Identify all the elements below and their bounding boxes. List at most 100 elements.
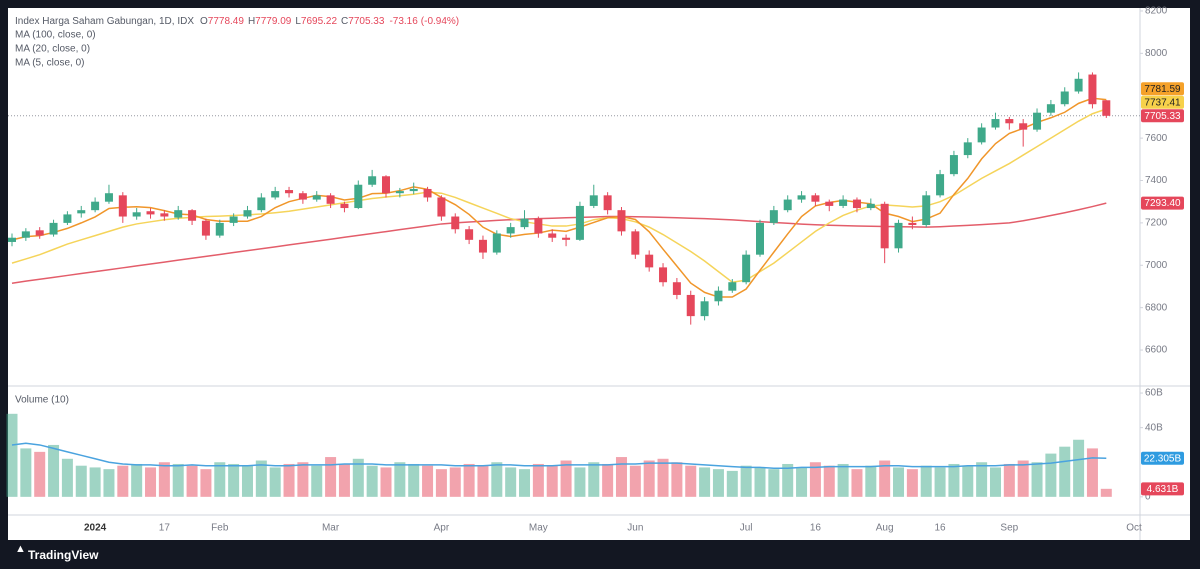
candle-body xyxy=(451,216,460,230)
candle-body xyxy=(492,233,501,253)
candle-body xyxy=(368,176,377,185)
candle-body xyxy=(880,203,889,249)
volume-bar xyxy=(131,463,143,497)
candle-body xyxy=(146,211,155,215)
volume-bar xyxy=(34,451,46,497)
volume-bar xyxy=(338,463,350,497)
volume-bar xyxy=(796,467,808,497)
candle-body xyxy=(478,239,487,253)
volume-bar xyxy=(851,469,863,497)
candle-body xyxy=(423,188,432,198)
volume-bar xyxy=(158,462,170,497)
candle-body xyxy=(104,193,113,202)
candle-body xyxy=(866,203,875,209)
volume-bar xyxy=(823,465,835,497)
logo-icon: ▲ xyxy=(15,543,26,555)
volume-bar xyxy=(297,462,309,497)
legend-entry: MA (20, close, 0) xyxy=(15,44,90,55)
price-tag xyxy=(1141,482,1184,496)
candle-body xyxy=(8,237,16,242)
volume-bar xyxy=(865,465,877,497)
volume-bar xyxy=(726,470,738,497)
candle-body xyxy=(811,195,820,202)
candle-body xyxy=(298,193,307,200)
volume-bar xyxy=(200,469,212,497)
volume-bar xyxy=(657,458,669,497)
x-tick-label: 17 xyxy=(159,523,171,534)
volume-bar xyxy=(394,462,406,497)
candle-body xyxy=(1074,78,1083,92)
price-tag xyxy=(1141,109,1184,123)
volume-bar xyxy=(671,462,683,497)
volume-bar xyxy=(699,467,711,497)
candle-body xyxy=(174,210,183,218)
volume-bar xyxy=(906,469,918,497)
chart-background xyxy=(8,8,1190,540)
x-tick-label: Jun xyxy=(627,523,643,534)
y-tick-label: 8200 xyxy=(1145,6,1168,17)
candle-body xyxy=(894,222,903,249)
volume-bar xyxy=(1086,448,1098,497)
volume-bar xyxy=(685,465,697,497)
change-percent: (-0.94%) xyxy=(421,16,459,27)
volume-bar xyxy=(117,465,129,497)
price-tag-label: 7705.33 xyxy=(1144,111,1181,122)
volume-bar xyxy=(214,462,226,497)
candle-body xyxy=(77,210,86,214)
price-tag xyxy=(1141,196,1184,210)
candle-body xyxy=(589,195,598,206)
price-tag-label: 7737.41 xyxy=(1144,97,1181,108)
x-tick-label: 16 xyxy=(810,523,822,534)
candle-body xyxy=(728,282,737,291)
ma-line xyxy=(11,202,1107,285)
volume-bar xyxy=(311,465,323,497)
volume-bar xyxy=(48,444,60,497)
candle-body xyxy=(908,222,917,226)
candle-body xyxy=(1005,119,1014,124)
candle-body xyxy=(922,195,931,226)
candle-body xyxy=(991,119,1000,128)
candle-body xyxy=(686,294,695,317)
candle-body xyxy=(520,218,529,228)
ohlc-prefix: L xyxy=(295,16,301,27)
candle-body xyxy=(534,218,543,234)
candle-body xyxy=(160,213,169,217)
y-tick-label: 7000 xyxy=(1145,260,1168,271)
candle-body xyxy=(326,195,335,204)
candle-body xyxy=(63,214,72,223)
volume-bar xyxy=(574,467,586,497)
volume-bar xyxy=(989,467,1001,497)
volume-bar xyxy=(255,460,267,497)
volume-bar xyxy=(1073,439,1085,497)
candle-body xyxy=(936,174,945,196)
candle-body xyxy=(645,254,654,268)
volume-bar xyxy=(1100,488,1112,497)
candle-body xyxy=(714,290,723,302)
volume-bar xyxy=(782,463,794,497)
candle-body xyxy=(659,267,668,283)
candle-body xyxy=(465,229,474,240)
candle-body xyxy=(575,205,584,240)
candle-body xyxy=(603,195,612,211)
x-tick-label: 2024 xyxy=(84,523,107,534)
volume-bar xyxy=(740,465,752,497)
volume-y-tick-label: 40B xyxy=(1145,422,1163,433)
candle-body xyxy=(312,195,321,200)
volume-bar xyxy=(615,457,627,497)
candle-body xyxy=(229,216,238,223)
price-tag xyxy=(1141,95,1184,109)
candle-body xyxy=(409,188,418,192)
x-tick-label: Oct xyxy=(1126,523,1142,534)
candle-body xyxy=(243,210,252,217)
candle-body xyxy=(562,237,571,240)
x-tick-label: 16 xyxy=(935,523,947,534)
candle-body xyxy=(1033,112,1042,130)
volume-bar xyxy=(380,467,392,497)
volume-bar xyxy=(352,458,364,497)
x-tick-label: Aug xyxy=(876,523,894,534)
candle-body xyxy=(977,127,986,143)
ohlc-value: 7695.22 xyxy=(301,16,338,27)
price-tag-label: 7293.40 xyxy=(1144,198,1181,209)
volume-bar xyxy=(754,467,766,497)
ohlc-value: 7705.33 xyxy=(348,16,385,27)
